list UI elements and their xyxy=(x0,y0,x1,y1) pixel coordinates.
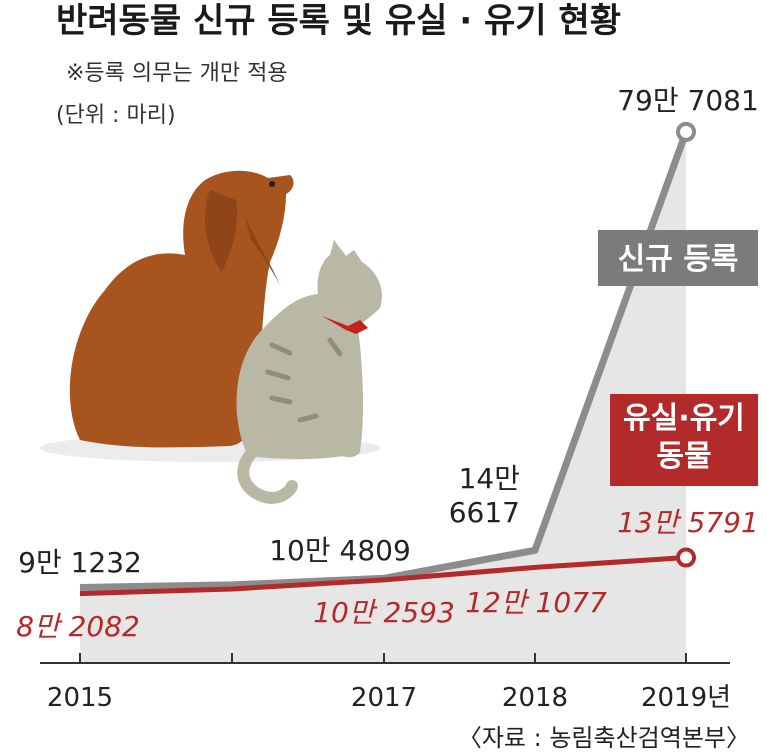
legend-badge-new-registration xyxy=(598,230,758,286)
data-label-lost-abandoned: 13만 5791 xyxy=(617,506,759,539)
data-label-lost-abandoned: 8만 2082 xyxy=(16,610,140,643)
series-line-lost-abandoned xyxy=(79,555,687,597)
data-label-new-registration: 79만 7081 xyxy=(617,84,759,117)
cat-illustration xyxy=(236,240,382,504)
x-tick-label: 2017 xyxy=(351,683,417,713)
data-label-lost-abandoned-line: 12만 1077 xyxy=(465,586,607,619)
chart-unit: (단위 : 마리) xyxy=(56,103,176,128)
data-label-lost-abandoned-line: 13만 5791 xyxy=(617,506,759,539)
data-label-new-registration: 9만 1232 xyxy=(18,546,142,579)
plot-area: 2015 2017 2018 2019년 9만 1232 10만 4809 14만 6617 7… xyxy=(16,84,759,752)
data-label-new-registration-line: 6617 xyxy=(449,496,520,529)
legend-badge-lost-abandoned xyxy=(610,394,758,486)
legend-label-lost-abandoned-line: 유실·유기 xyxy=(623,401,745,436)
data-label-new-registration-line: 79만 7081 xyxy=(617,84,759,117)
legend-label-new-registration: 신규 등록 xyxy=(618,242,739,277)
data-label-lost-abandoned-line: 8만 2082 xyxy=(16,610,140,643)
x-tick-label: 2015 xyxy=(47,683,113,713)
legend-label-lost-abandoned: 유실·유기 동물 xyxy=(623,401,745,474)
data-label-new-registration-line: 14만 xyxy=(459,462,520,495)
data-label-lost-abandoned-line: 10만 2593 xyxy=(313,596,455,629)
data-label-new-registration: 14만 6617 xyxy=(449,462,520,529)
chart-title: 반려동물 신규 등록 및 유실 · 유기 현황 xyxy=(56,1,621,41)
data-label-lost-abandoned: 10만 2593 xyxy=(313,596,455,629)
area-new-registration xyxy=(80,131,686,663)
data-label-new-registration: 10만 4809 xyxy=(269,534,411,567)
data-label-new-registration-line: 10만 4809 xyxy=(269,534,411,567)
legend-label-lost-abandoned-line: 동물 xyxy=(656,439,711,474)
data-label-new-registration-line: 9만 1232 xyxy=(18,546,142,579)
data-point-new-registration-2019 xyxy=(676,121,696,142)
legend-label-new-registration-line: 신규 등록 xyxy=(618,242,739,277)
chart-note: ※등록 의무는 개만 적용 xyxy=(66,61,288,86)
x-tick-label: 2019년 xyxy=(641,683,731,713)
x-tick-label: 2018 xyxy=(502,683,568,713)
chart-source: 〈자료 : 농림축산검역본부〉 xyxy=(458,724,750,752)
data-label-lost-abandoned: 12만 1077 xyxy=(465,586,607,619)
data-point-lost-abandoned-2019 xyxy=(676,547,696,568)
